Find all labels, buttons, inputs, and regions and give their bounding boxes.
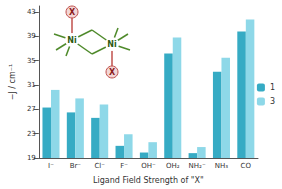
svg-text:3: 3 bbox=[270, 97, 275, 106]
svg-text:CO: CO bbox=[241, 162, 252, 170]
svg-text:23: 23 bbox=[27, 130, 36, 138]
svg-text:F⁻: F⁻ bbox=[120, 162, 128, 170]
svg-text:OH₂: OH₂ bbox=[166, 162, 180, 170]
svg-text:X: X bbox=[109, 68, 116, 77]
svg-text:39: 39 bbox=[27, 32, 36, 40]
svg-text:35: 35 bbox=[27, 57, 36, 65]
svg-text:43: 43 bbox=[27, 8, 36, 16]
svg-text:NH₂⁻: NH₂⁻ bbox=[189, 162, 206, 170]
svg-text:19: 19 bbox=[27, 154, 36, 162]
svg-text:NH₃: NH₃ bbox=[215, 162, 229, 170]
svg-text:Ni: Ni bbox=[67, 36, 77, 45]
svg-text:Ligand Field Strength of "X": Ligand Field Strength of "X" bbox=[93, 176, 204, 185]
svg-text:Br⁻: Br⁻ bbox=[70, 162, 82, 170]
svg-text:−J / cm⁻¹: −J / cm⁻¹ bbox=[8, 64, 17, 100]
svg-text:I⁻: I⁻ bbox=[48, 162, 54, 170]
svg-text:Ni: Ni bbox=[107, 40, 117, 49]
svg-text:1: 1 bbox=[270, 83, 275, 92]
svg-text:X: X bbox=[69, 8, 76, 17]
svg-text:27: 27 bbox=[27, 105, 36, 113]
svg-text:31: 31 bbox=[27, 81, 36, 89]
svg-text:Cl⁻: Cl⁻ bbox=[94, 162, 105, 170]
svg-text:OH⁻: OH⁻ bbox=[141, 162, 156, 170]
